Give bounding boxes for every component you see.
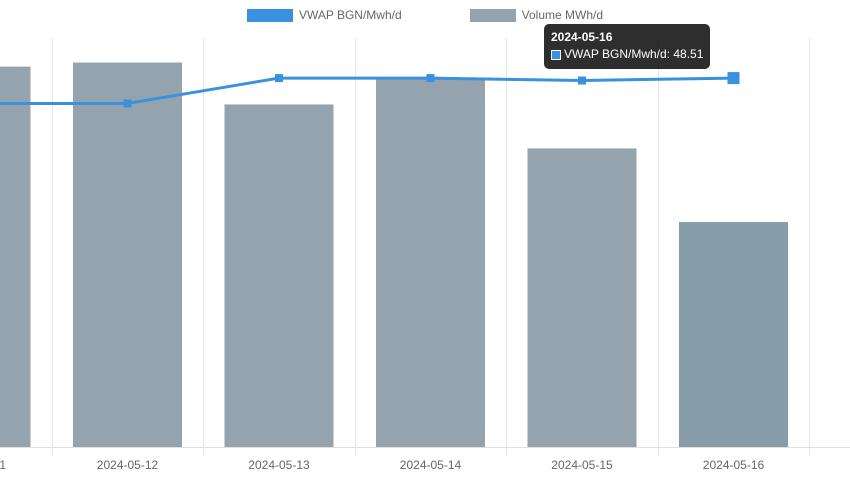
legend-item-volume[interactable]: Volume MWh/d <box>469 8 604 22</box>
vwap-point <box>578 76 586 85</box>
x-tick-label: 2024-05-16 <box>703 458 765 472</box>
tooltip-label: VWAP BGN/Mwh/d: 48.51 <box>564 47 704 61</box>
x-axis: 1 2024-05-12 2024-05-13 2024-05-14 2024-05-1… <box>0 447 850 472</box>
volume-bar <box>527 148 637 447</box>
tooltip-row: VWAP BGN/Mwh/d: 48.51 <box>551 46 703 63</box>
legend-item-vwap[interactable]: VWAP BGN/Mwh/d <box>246 8 402 22</box>
volume-bar <box>224 104 334 448</box>
volume-bar <box>0 66 31 447</box>
x-tick-label: 1 <box>0 458 6 472</box>
tooltip-title: 2024-05-16 <box>551 30 613 44</box>
legend-swatch-volume <box>469 8 516 22</box>
tooltip-swatch <box>551 49 561 60</box>
legend-label-vwap: VWAP BGN/Mwh/d <box>298 8 402 22</box>
legend-label-volume: Volume MWh/d <box>521 8 604 22</box>
x-tick-label: 2024-05-15 <box>551 458 613 472</box>
chart-tooltip: 2024-05-16 VWAP BGN/Mwh/d: 48.51 <box>544 24 711 69</box>
x-tick-label: 2024-05-14 <box>400 458 462 472</box>
vwap-line-series <box>0 72 740 108</box>
vwap-point <box>426 74 435 83</box>
vwap-line <box>0 76 734 105</box>
volume-bar <box>679 222 788 447</box>
volume-bar <box>376 78 485 448</box>
vwap-point <box>275 74 283 83</box>
volume-bars <box>0 62 788 448</box>
x-tick-label: 2024-05-13 <box>248 458 310 472</box>
legend: VWAP BGN/Mwh/d Volume MWh/d <box>0 8 850 22</box>
vwap-point <box>123 99 132 108</box>
legend-swatch-vwap <box>246 8 293 22</box>
x-tick-label: 2024-05-12 <box>97 458 159 472</box>
grid <box>52 38 810 456</box>
volume-bar <box>73 62 182 447</box>
vwap-point <box>727 72 740 85</box>
